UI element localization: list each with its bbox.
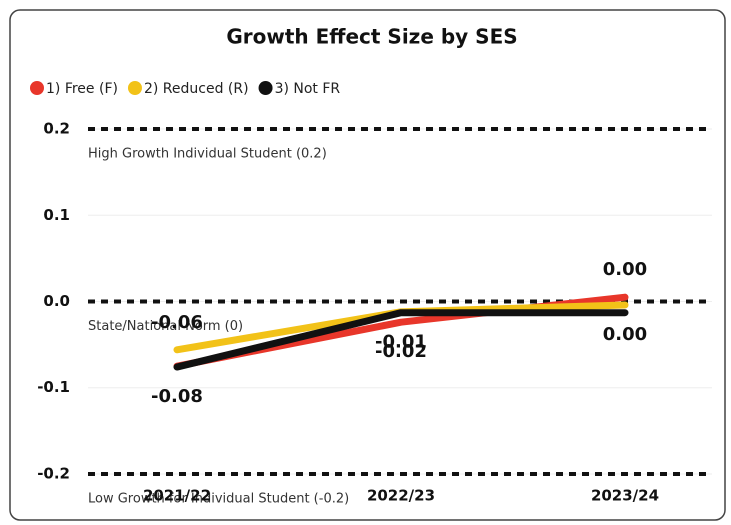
x-tick-label: 2023/24: [591, 487, 659, 505]
legend-marker: [127, 81, 142, 95]
y-tick-label: -0.1: [37, 378, 70, 396]
y-tick-label: 0.2: [43, 120, 70, 138]
y-tick-label: 0.1: [43, 206, 70, 224]
value-label: 0.00: [603, 324, 647, 345]
legend-label: 3) Not FR: [275, 81, 341, 97]
value-label: 0.00: [603, 259, 647, 280]
value-label: -0.02: [375, 341, 427, 362]
legend-label: 2) Reduced (R): [144, 81, 249, 97]
chart-title: Growth Effect Size by SES: [226, 25, 517, 49]
x-tick-label: 2021/22: [143, 487, 211, 505]
reference-label: Low Growth for Individual Student (-0.2): [88, 491, 349, 506]
legend-marker: [258, 81, 273, 95]
legend-marker: [30, 81, 44, 95]
y-tick-label: -0.2: [37, 464, 70, 482]
value-label: -0.01: [375, 332, 427, 353]
x-tick-label: 2022/23: [367, 487, 435, 505]
y-tick-label: 0.0: [43, 292, 70, 310]
reference-label: State/National Norm (0): [88, 319, 243, 334]
card: [9, 9, 726, 521]
reference-label: High Growth Individual Student (0.2): [88, 147, 327, 162]
series-line: [173, 309, 629, 371]
value-label: -0.06: [151, 312, 203, 333]
legend-label: 1) Free (F): [46, 81, 118, 97]
value-label: -0.08: [151, 386, 203, 407]
